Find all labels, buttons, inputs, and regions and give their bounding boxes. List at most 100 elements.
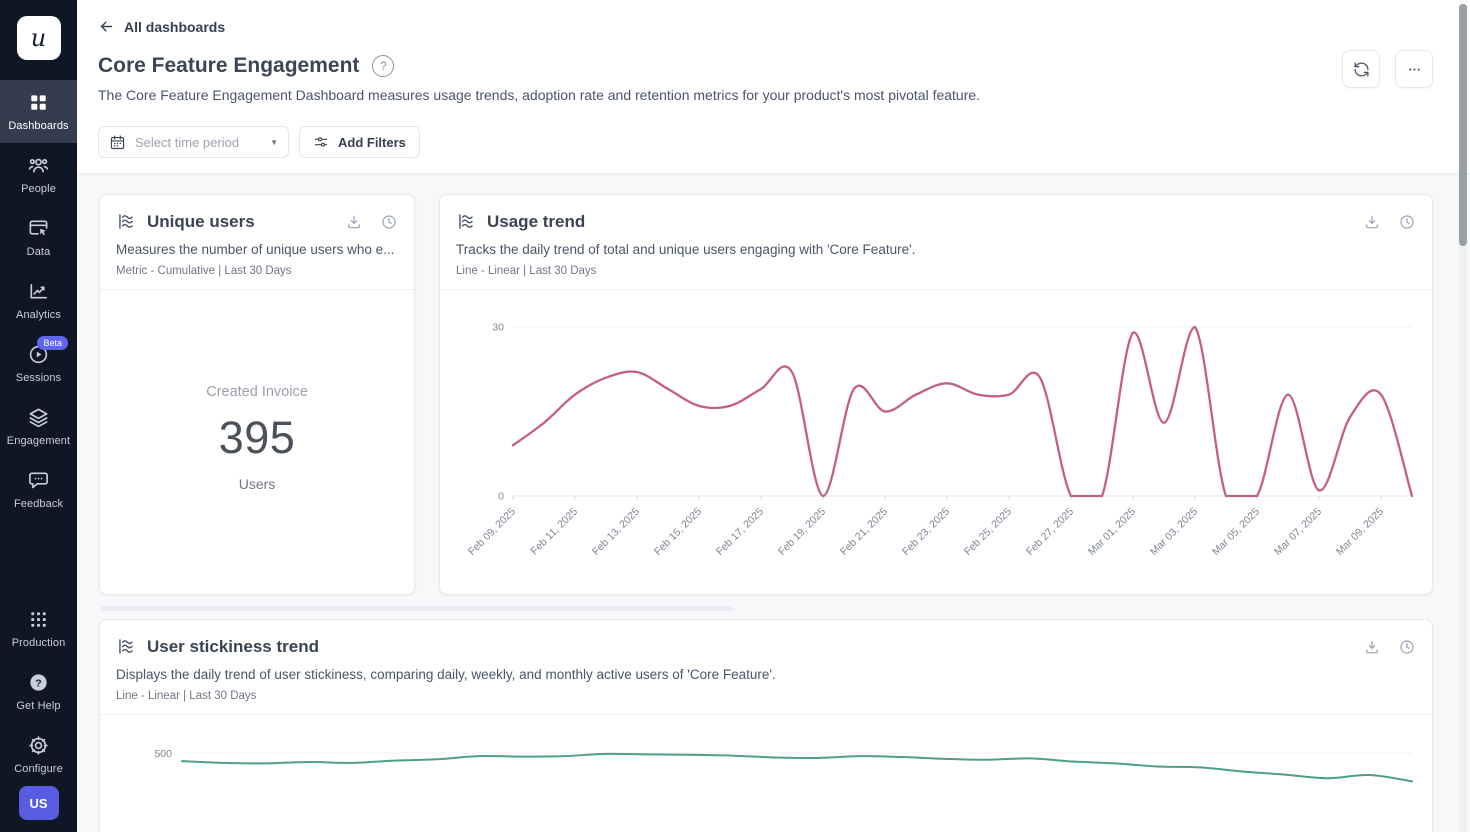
dashboard-content: Unique users Measures the number of uniq… [77, 174, 1470, 832]
svg-text:Feb 27, 2025: Feb 27, 2025 [1024, 506, 1076, 558]
user-stickiness-chart: 500 [116, 726, 1416, 821]
chart-icon [119, 639, 133, 654]
refresh-button[interactable] [1342, 50, 1380, 88]
card-description: Tracks the daily trend of total and uniq… [456, 242, 916, 257]
chevron-down-icon: ▼ [270, 137, 278, 147]
metric-value: 395 [218, 412, 296, 463]
vertical-scrollbar-track [1459, 0, 1467, 832]
sidebar-item-data[interactable]: Data [0, 206, 77, 269]
unique-users-card: Unique users Measures the number of uniq… [99, 194, 415, 595]
user-avatar[interactable]: US [18, 786, 59, 820]
time-period-placeholder: Select time period [135, 134, 240, 150]
svg-text:Feb 23, 2025: Feb 23, 2025 [900, 506, 952, 558]
sidebar-item-label: Dashboards [8, 120, 69, 132]
sidebar-item-dashboards[interactable]: Dashboards [0, 80, 77, 143]
feedback-icon [29, 472, 48, 489]
sidebar-item-label: Engagement [6, 435, 71, 447]
history-icon[interactable] [1398, 638, 1416, 656]
more-options-button[interactable] [1395, 50, 1433, 88]
sidebar-item-sessions[interactable]: Beta Sessions [0, 332, 77, 395]
sidebar-item-label: Sessions [15, 372, 62, 384]
usage-trend-chart: 0 30 Feb 09, 2025 Feb 11, 2025 Feb 13, 2025 F… [456, 306, 1416, 577]
svg-text:Feb 15, 2025: Feb 15, 2025 [652, 506, 704, 558]
sidebar-item-label: Feedback [13, 498, 64, 510]
chart-icon [119, 214, 133, 229]
sidebar-item-get-help[interactable]: ? Get Help [0, 660, 77, 723]
download-icon[interactable] [1363, 213, 1381, 231]
sidebar-item-production[interactable]: Production [0, 597, 77, 660]
main-area: All dashboards Core Feature Engagement ?… [77, 0, 1470, 832]
production-icon [31, 612, 46, 627]
sidebar-bottom-nav: Production ? Get Help Configure [0, 597, 77, 786]
sidebar-item-label: Get Help [16, 700, 61, 712]
svg-text:Mar 07, 2025: Mar 07, 2025 [1272, 506, 1324, 558]
add-filters-button[interactable]: Add Filters [299, 126, 420, 158]
gear-icon [29, 736, 48, 755]
card-title: Usage trend [487, 211, 586, 231]
data-icon [29, 220, 48, 236]
svg-text:Feb 11, 2025: Feb 11, 2025 [528, 506, 580, 558]
dashboards-icon [31, 95, 46, 110]
page-description: The Core Feature Engagement Dashboard me… [98, 87, 981, 103]
help-icon: ? [30, 674, 47, 691]
svg-text:Feb 19, 2025: Feb 19, 2025 [776, 506, 828, 558]
card-title: Unique users [147, 211, 255, 231]
header-actions [1342, 50, 1433, 88]
card-meta: Line - Linear | Last 30 Days [116, 690, 257, 702]
app-logo[interactable]: u [16, 16, 61, 60]
card-title: User stickiness trend [147, 636, 319, 656]
card-description: Displays the daily trend of user stickin… [116, 667, 776, 682]
metric-label: Created Invoice [206, 384, 308, 400]
metric-unit: Users [238, 476, 276, 492]
help-circle-icon[interactable]: ? [372, 55, 395, 77]
vertical-scrollbar-thumb[interactable] [1459, 4, 1467, 246]
svg-text:?: ? [35, 677, 41, 689]
app-logo-letter: u [30, 24, 47, 52]
sidebar-item-people[interactable]: People [0, 143, 77, 206]
card-divider [100, 289, 414, 290]
ellipsis-icon [1408, 67, 1420, 71]
horizontal-scrollbar-thumb[interactable] [101, 606, 733, 611]
history-icon[interactable] [380, 213, 398, 231]
sidebar-item-engagement[interactable]: Engagement [0, 395, 77, 458]
sliders-icon [314, 137, 328, 147]
add-filters-label: Add Filters [338, 134, 406, 150]
card-meta: Line - Linear | Last 30 Days [456, 265, 597, 277]
sidebar-item-configure[interactable]: Configure [0, 723, 77, 786]
back-arrow-icon [100, 21, 113, 32]
usage-trend-card: Usage trend Tracks the daily trend of to… [439, 194, 1433, 595]
download-icon[interactable] [345, 213, 363, 231]
analytics-icon [30, 283, 47, 299]
svg-text:Feb 17, 2025: Feb 17, 2025 [714, 506, 766, 558]
time-period-select[interactable]: Select time period ▼ [98, 126, 289, 158]
svg-text:Feb 25, 2025: Feb 25, 2025 [962, 506, 1014, 558]
filter-bar: Select time period ▼ Add Filters [98, 126, 1433, 173]
sidebar-item-feedback[interactable]: Feedback [0, 458, 77, 521]
page-header: All dashboards Core Feature Engagement ?… [77, 0, 1470, 174]
svg-text:Mar 05, 2025: Mar 05, 2025 [1210, 506, 1262, 558]
svg-text:Feb 09, 2025: Feb 09, 2025 [466, 506, 518, 558]
back-link[interactable]: All dashboards [98, 18, 225, 35]
svg-text:500: 500 [154, 748, 172, 760]
sidebar-item-label: Data [26, 246, 51, 258]
history-icon[interactable] [1398, 213, 1416, 231]
card-divider [100, 714, 1432, 715]
svg-text:30: 30 [492, 322, 504, 334]
svg-text:Mar 09, 2025: Mar 09, 2025 [1334, 506, 1386, 558]
svg-text:Feb 13, 2025: Feb 13, 2025 [590, 506, 642, 558]
card-description: Measures the number of unique users who … [116, 242, 395, 257]
sidebar-item-label: People [21, 183, 56, 195]
download-icon[interactable] [1363, 638, 1381, 656]
user-stickiness-card: User stickiness trend Displays the daily… [99, 619, 1433, 832]
sidebar: u Dashboards People Data Analytics Beta [0, 0, 77, 832]
calendar-icon [110, 135, 125, 149]
sidebar-item-analytics[interactable]: Analytics [0, 269, 77, 332]
chart-icon [459, 214, 473, 229]
engagement-icon [29, 408, 48, 428]
svg-text:Feb 21, 2025: Feb 21, 2025 [838, 506, 890, 558]
sidebar-nav: Dashboards People Data Analytics Beta Se… [0, 80, 77, 521]
metric-block: Created Invoice 395 Users [116, 384, 398, 492]
back-link-label: All dashboards [124, 18, 226, 35]
